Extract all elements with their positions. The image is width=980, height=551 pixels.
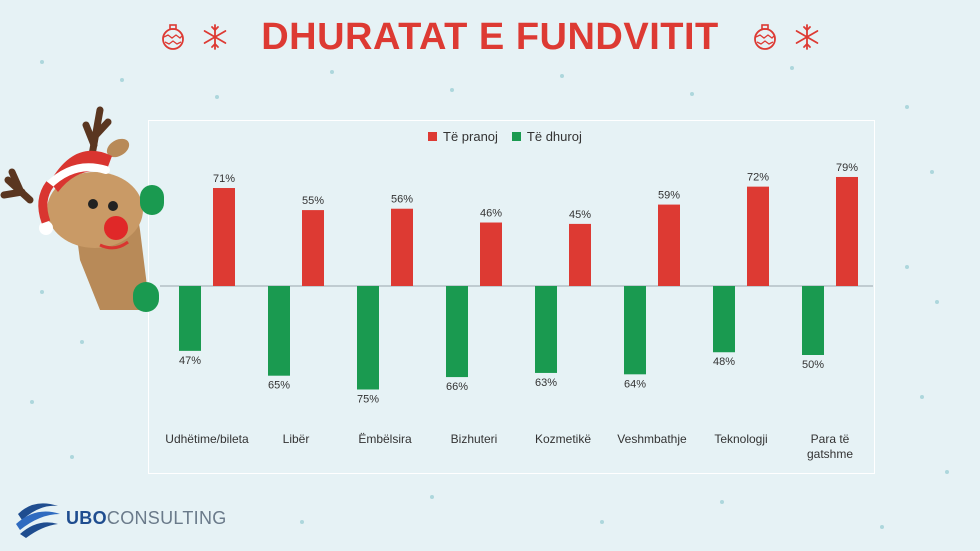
data-label-receive: 46% <box>480 208 502 220</box>
logo-brand: UBO <box>66 507 107 528</box>
logo-text: UBOCONSULTING <box>66 508 227 529</box>
ubo-logo-icon <box>16 503 60 538</box>
bar-receive <box>213 188 235 286</box>
bar-receive <box>658 204 680 286</box>
data-label-give: 64% <box>624 378 646 390</box>
data-label-give: 66% <box>446 381 468 393</box>
data-label-give: 50% <box>802 359 824 371</box>
category-label: Libër <box>283 432 310 446</box>
category-label: Teknologji <box>714 432 767 446</box>
data-label-receive: 72% <box>747 172 769 184</box>
chart-legend: Të pranoj Të dhuroj <box>428 129 582 144</box>
bar-receive <box>302 210 324 286</box>
logo: UBOCONSULTING <box>14 496 227 540</box>
data-label-receive: 71% <box>213 173 235 185</box>
snowflake-icon <box>795 24 819 50</box>
bar-give <box>713 286 735 353</box>
page-title: DHURATAT E FUNDVITIT <box>261 15 719 58</box>
legend-swatch-receive <box>428 132 437 141</box>
title-row: DHURATAT E FUNDVITIT <box>0 12 980 62</box>
logo-rest: CONSULTING <box>106 507 227 528</box>
data-label-receive: 79% <box>836 162 858 174</box>
category-label: gatshme <box>807 447 853 461</box>
bar-receive <box>391 208 413 286</box>
bar-give <box>535 286 557 373</box>
category-label: Bizhuteri <box>451 432 498 446</box>
category-label: Ëmbëlsira <box>358 432 412 446</box>
data-label-give: 47% <box>179 355 201 367</box>
legend-label-receive: Të pranoj <box>443 129 498 144</box>
data-label-give: 63% <box>535 377 557 389</box>
data-label-give: 75% <box>357 394 379 406</box>
bar-receive <box>747 186 769 286</box>
bar-receive <box>836 176 858 286</box>
legend-swatch-give <box>511 132 521 141</box>
data-label-receive: 45% <box>569 209 591 221</box>
category-label: Udhëtime/bileta <box>165 432 249 446</box>
legend-item-give: Të dhuroj <box>511 129 582 144</box>
data-label-receive: 56% <box>391 194 413 206</box>
data-label-give: 65% <box>268 380 290 392</box>
bar-give <box>802 286 824 355</box>
ornament-icon <box>753 24 776 50</box>
bar-give <box>179 286 201 351</box>
data-label-give: 48% <box>713 356 735 368</box>
bar-give <box>624 286 646 375</box>
legend-label-give: Të dhuroj <box>526 129 582 144</box>
legend-item-receive: Të pranoj <box>428 129 498 144</box>
category-label: Veshmbathje <box>617 432 687 446</box>
bar-give <box>446 286 468 378</box>
snowflake-icon <box>203 24 227 50</box>
bar-give <box>357 286 379 390</box>
reindeer-icon <box>0 106 164 312</box>
category-label: Para të <box>811 432 850 446</box>
bar-give <box>268 286 290 376</box>
bar-receive <box>569 223 591 286</box>
bar-receive <box>480 222 502 286</box>
data-label-receive: 59% <box>658 190 680 202</box>
ornament-icon <box>162 24 185 50</box>
data-label-receive: 55% <box>302 195 324 207</box>
category-label: Kozmetikë <box>535 432 591 446</box>
